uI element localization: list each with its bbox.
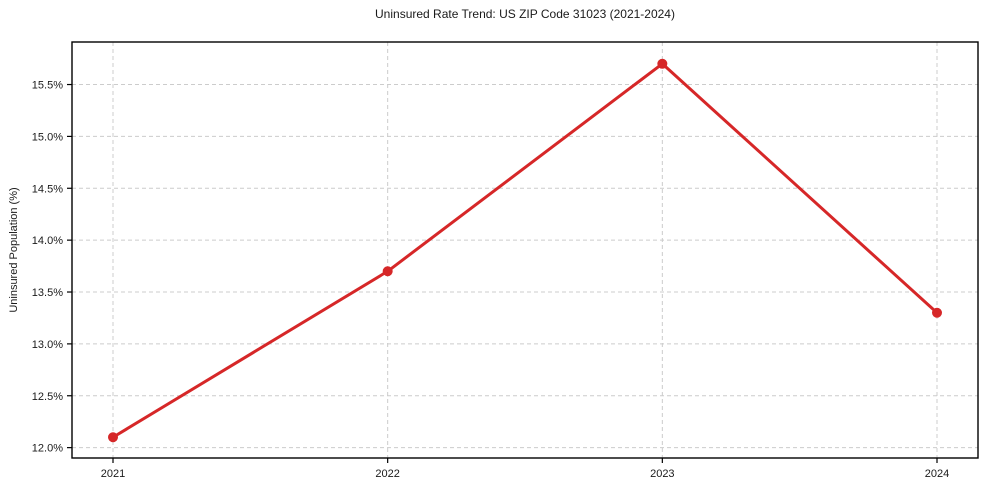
chart-title: Uninsured Rate Trend: US ZIP Code 31023 … bbox=[375, 7, 675, 21]
y-tick-label: 15.0% bbox=[32, 131, 63, 143]
y-tick-label: 12.0% bbox=[32, 443, 63, 455]
y-tick-label: 14.5% bbox=[32, 183, 63, 195]
y-tick-label: 14.0% bbox=[32, 235, 63, 247]
x-tick-label: 2024 bbox=[925, 468, 949, 480]
data-point bbox=[382, 266, 393, 277]
y-tick-label: 13.5% bbox=[32, 287, 63, 299]
x-tick-label: 2022 bbox=[375, 468, 399, 480]
y-tick-label: 12.5% bbox=[32, 391, 63, 403]
plot-border bbox=[71, 41, 979, 459]
y-tick-label: 13.0% bbox=[32, 339, 63, 351]
y-tick-label: 15.5% bbox=[32, 80, 63, 92]
data-point bbox=[932, 307, 942, 318]
x-tick-label: 2023 bbox=[650, 468, 674, 480]
data-point bbox=[657, 58, 668, 69]
trend-line bbox=[111, 62, 939, 439]
x-tick-label: 2021 bbox=[101, 468, 125, 480]
data-point bbox=[108, 432, 118, 443]
